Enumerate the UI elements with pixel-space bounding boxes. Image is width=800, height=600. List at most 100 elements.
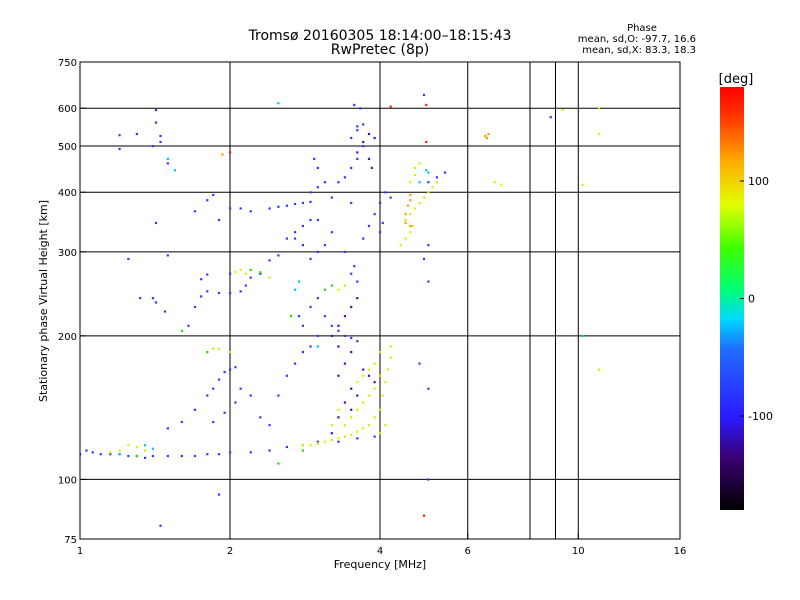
- data-point: [109, 451, 112, 454]
- data-point: [268, 424, 271, 427]
- data-point: [422, 257, 426, 261]
- data-point: [259, 272, 262, 275]
- data-point: [229, 291, 232, 295]
- data-point: [135, 454, 138, 458]
- data-point: [180, 454, 183, 458]
- data-point: [293, 362, 297, 365]
- data-point: [151, 454, 155, 458]
- data-point: [118, 134, 121, 137]
- data-point: [217, 347, 221, 350]
- data-point: [309, 191, 312, 194]
- data-point: [316, 440, 319, 443]
- data-point: [399, 244, 402, 247]
- data-point: [143, 449, 147, 452]
- data-point: [337, 440, 340, 443]
- data-point: [350, 136, 353, 140]
- x-tick-label: 4: [377, 546, 383, 557]
- data-point: [549, 116, 552, 119]
- data-point: [362, 144, 365, 148]
- data-point: [350, 433, 353, 437]
- data-point: [309, 305, 312, 309]
- data-point: [139, 297, 142, 300]
- data-point: [362, 374, 365, 377]
- data-point: [85, 449, 88, 452]
- x-tick-label: 1: [77, 546, 83, 557]
- data-point: [285, 445, 288, 449]
- data-point: [239, 290, 242, 293]
- data-point: [422, 196, 426, 199]
- data-point: [413, 173, 417, 177]
- data-point: [316, 166, 319, 170]
- data-point: [193, 305, 197, 309]
- data-point: [330, 196, 333, 199]
- chart-title: Tromsø 20160305 18:14:00–18:15:43: [248, 28, 512, 44]
- colorbar-label: [deg]: [719, 72, 754, 87]
- data-point: [384, 424, 387, 427]
- data-point: [359, 107, 362, 110]
- data-point: [367, 157, 371, 161]
- data-point: [337, 437, 340, 440]
- data-point: [350, 416, 353, 419]
- data-point: [80, 453, 82, 456]
- data-point: [418, 201, 421, 205]
- data-point: [389, 196, 392, 199]
- data-point: [118, 449, 121, 452]
- data-point: [91, 451, 94, 454]
- data-point: [118, 453, 121, 456]
- data-point: [229, 207, 232, 210]
- data-point: [379, 408, 382, 411]
- data-point: [356, 151, 359, 154]
- data-point: [343, 315, 347, 318]
- data-point: [493, 181, 497, 184]
- data-point: [404, 221, 407, 225]
- data-point: [330, 438, 333, 442]
- data-point: [409, 199, 412, 202]
- data-point: [285, 374, 288, 377]
- data-point: [127, 257, 130, 261]
- data-point: [384, 381, 387, 384]
- data-point: [427, 181, 430, 184]
- data-point: [409, 193, 412, 197]
- data-point: [409, 224, 412, 228]
- data-point: [193, 454, 197, 458]
- data-point: [356, 381, 359, 384]
- data-point: [350, 272, 353, 275]
- data-point: [285, 237, 288, 240]
- data-point: [356, 437, 359, 440]
- data-point: [166, 162, 169, 165]
- data-point: [109, 453, 112, 456]
- data-point: [297, 315, 301, 318]
- data-point: [239, 268, 242, 272]
- data-point: [343, 362, 347, 365]
- data-point: [249, 394, 252, 397]
- data-point: [389, 356, 392, 359]
- data-point: [206, 273, 209, 276]
- data-point: [277, 205, 280, 208]
- data-point: [330, 284, 333, 287]
- data-point: [356, 394, 359, 397]
- data-point: [373, 387, 376, 390]
- data-point: [379, 201, 382, 205]
- data-point: [500, 183, 503, 186]
- data-point: [301, 324, 305, 327]
- data-point: [362, 427, 365, 430]
- data-point: [159, 134, 162, 138]
- data-point: [404, 213, 407, 216]
- data-point: [337, 181, 340, 184]
- data-point: [343, 250, 347, 254]
- data-point: [217, 218, 221, 222]
- data-point: [343, 424, 347, 427]
- data-point: [367, 132, 371, 136]
- data-point: [223, 411, 226, 414]
- data-point: [259, 416, 262, 419]
- data-point: [293, 231, 297, 234]
- data-point: [127, 444, 130, 447]
- data-point: [277, 462, 280, 465]
- data-point: [337, 324, 340, 327]
- data-point: [373, 213, 376, 216]
- data-point: [353, 265, 356, 268]
- data-point: [193, 408, 197, 411]
- data-point: [425, 169, 428, 172]
- data-point: [362, 123, 365, 126]
